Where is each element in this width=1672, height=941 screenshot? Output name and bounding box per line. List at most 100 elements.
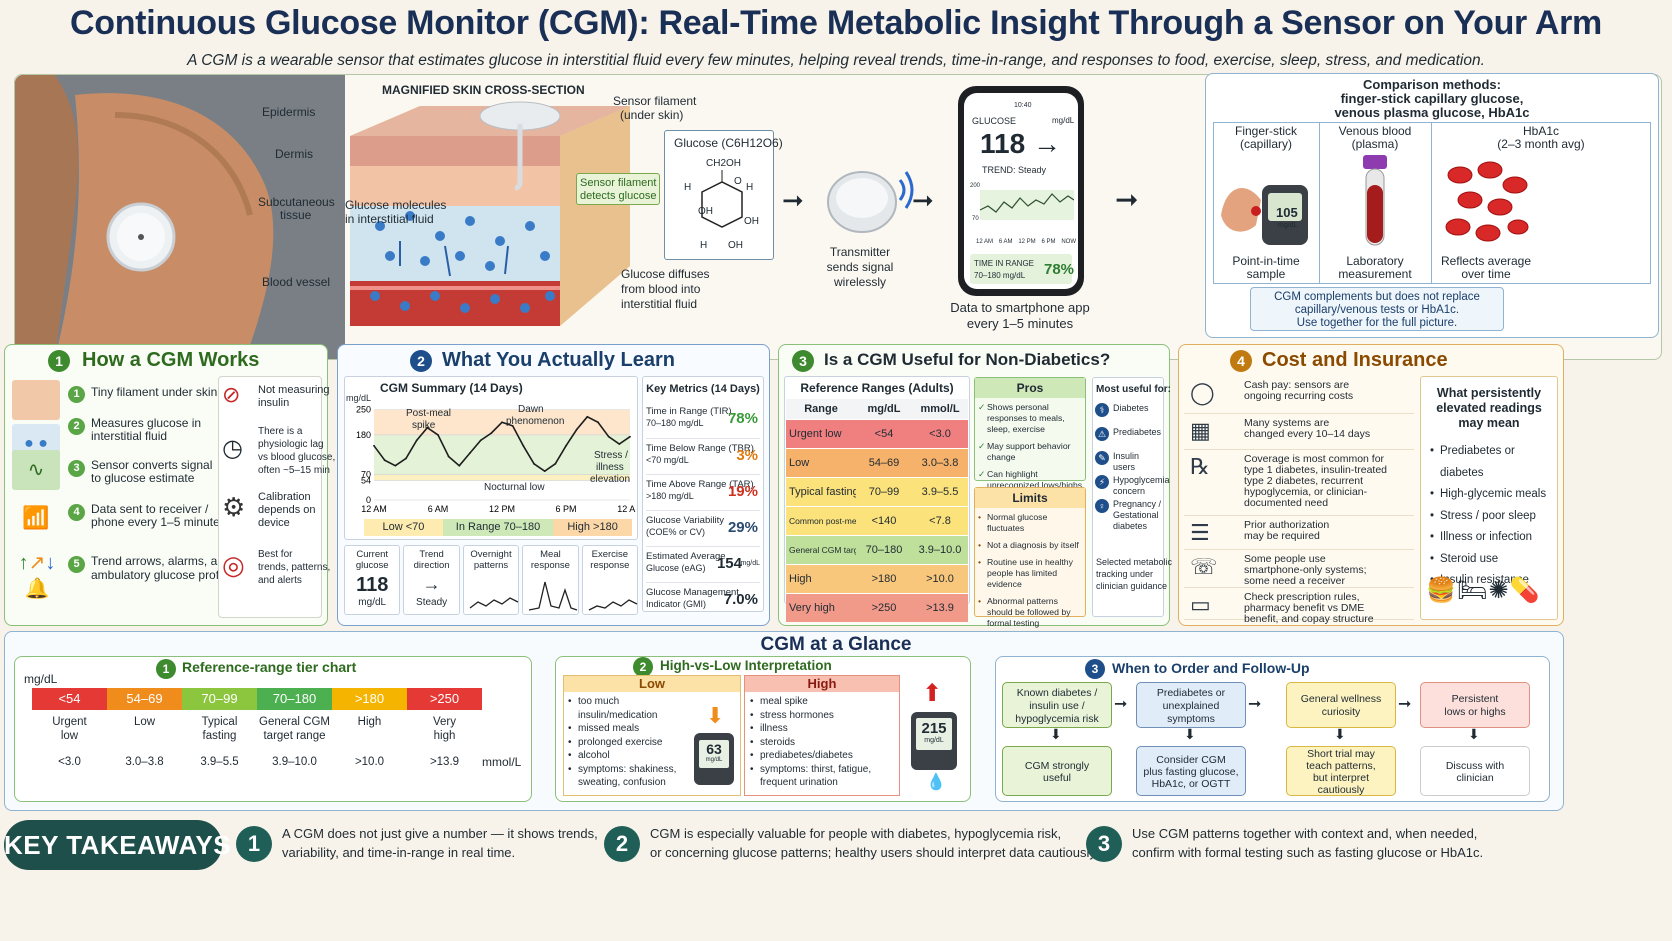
useful-item: ♀ Pregnancy / Gestational diabetes: [1095, 499, 1163, 537]
useful-icon: ✎: [1095, 451, 1109, 465]
ref-mg-cell: >180: [871, 573, 897, 585]
cost-text: Cash pay: sensors are: [1244, 379, 1350, 391]
col-venous-f2: measurement: [1338, 267, 1412, 281]
insight-tile: Current glucose 118 mg/dL: [344, 545, 401, 615]
flow-bottom-box: Short trial may teach patterns, but interp…: [1286, 746, 1396, 796]
col-hba1c-f1: Reflects average: [1440, 254, 1532, 268]
elevated-item: Insulin resistance: [1430, 570, 1556, 592]
glance-title: CGM at a Glance: [760, 634, 912, 655]
page-subtitle: A CGM is a wearable sensor that estimate…: [187, 52, 1485, 69]
label-sensor-filament: Sensor filament: [613, 94, 697, 108]
molecule-ch2oh: CH2OH: [706, 158, 742, 169]
list-text: Shows personal responses to meals, sleep…: [987, 402, 1065, 434]
list-bullet: ✓: [978, 441, 986, 451]
data-point: [383, 459, 386, 462]
cost-icon: ☏: [1190, 554, 1218, 579]
metric-label: Glucose Variability: [646, 515, 724, 526]
high-item: meal spike: [750, 695, 898, 709]
gear-icon: ⚙: [222, 492, 246, 522]
tile-trace: [529, 581, 578, 611]
x-tick-label: 6 AM: [428, 504, 449, 514]
arrow-down-icon: ⬇: [1468, 726, 1480, 742]
arrow-right-icon: ➞: [1398, 696, 1412, 713]
col-hba1c-f2: over time: [1461, 267, 1511, 281]
phone-y-200: 200: [970, 183, 981, 189]
metric-value: 7.0%: [723, 591, 758, 608]
metric-sublabel: Indicator (GMI): [646, 599, 707, 609]
high-item: stress hormones: [750, 709, 898, 723]
follow-up-flow: Known diabetes / insulin use / hypoglycemi…: [1002, 682, 1542, 796]
metric-row: Glucose Variability (COE% or CV) 29%: [646, 510, 760, 546]
metric-label: Glucose Management: [646, 587, 739, 598]
useful-item: ⚡ Hypoglycemia concern: [1095, 475, 1170, 499]
flow-bottom-text: plus fasting glucose,: [1143, 766, 1239, 778]
tier-name: General CGM: [259, 716, 330, 728]
data-point: [458, 464, 461, 467]
list-item: • Normal glucose fluctuates: [978, 512, 1084, 534]
list-item: ✓ Shows personal responses to meals, slee…: [978, 402, 1084, 435]
phone-glucose-label: GLUCOSE: [972, 116, 1017, 126]
phone-caption-2: every 1–5 minutes: [966, 316, 1074, 331]
useful-icon: ♀: [1095, 499, 1109, 513]
list-bullet: •: [978, 557, 982, 567]
arrow-right-icon: ➞: [1248, 696, 1262, 713]
tile-heading: direction: [413, 560, 450, 571]
flow-top-text: symptoms: [1167, 712, 1215, 725]
ann-illness: illness: [596, 462, 624, 473]
high-meter-value: 215: [921, 720, 947, 737]
tier-mmol: >10.0: [354, 756, 385, 768]
ann-dawn: Dawn: [518, 404, 544, 415]
tile-value: →: [422, 574, 441, 594]
useful-note-1: Selected metabolic: [1096, 557, 1173, 567]
comparison-note: [1250, 287, 1504, 331]
useful-text: Pregnancy / Gestational diabetes: [1113, 499, 1162, 531]
useful-list: ⚕ Diabetes ⚠ Prediabetes ✎ Insulin users ⚡ Hypo…: [1095, 403, 1170, 537]
callout-line2: detects glucose: [580, 190, 657, 202]
low-meter-value: 63: [706, 741, 722, 757]
caveat-4-l2: trends, patterns,: [258, 562, 331, 573]
ann-spike: spike: [412, 420, 436, 431]
useful-for-box: [1092, 377, 1164, 617]
cost-icon: ℞: [1190, 454, 1210, 479]
limits-box: [974, 487, 1086, 617]
list-text: May support behavior change: [987, 441, 1071, 462]
elevated-title-1: What persistently: [1436, 386, 1542, 400]
tier-name: high: [433, 730, 456, 742]
metric-label: Estimated Average: [646, 551, 726, 562]
tier-bar: 70–180: [257, 688, 332, 710]
meter-unit: mg/dL: [1278, 222, 1298, 229]
tier-mmol: <3.0: [58, 756, 81, 768]
step-1-text: Tiny filament under skin: [91, 385, 218, 399]
flow-bottom-box: Consider CGM plus fasting glucose, HbA1c, …: [1136, 746, 1246, 796]
ann-phenomenon: phenomenon: [506, 416, 565, 427]
transmitter-label-3: wirelessly: [833, 275, 886, 289]
target-icon: ◎: [222, 550, 245, 580]
useful-item: ✎ Insulin users: [1095, 451, 1163, 475]
high-item: steroids: [750, 736, 898, 750]
high-title: High: [745, 676, 899, 692]
ann-post-meal: Post-meal: [406, 408, 452, 419]
step-4-row: 4: [68, 502, 85, 521]
ref-mg-cell: <140: [871, 515, 897, 527]
cost-item: ◯ Cash pay: sensors are ongoing recurring …: [1184, 376, 1414, 414]
elevated-item: Steroid use: [1430, 549, 1556, 571]
list-bullet: •: [978, 596, 982, 606]
metric-row: Time in Range (TIR) 70–180 mg/dL 78%: [646, 402, 760, 438]
elevated-list: Prediabetes or diabetesHigh-glycemic mea…: [1430, 441, 1556, 592]
flow-bottom-text: cautiously: [1317, 784, 1365, 796]
flow-top-text: insulin use /: [1029, 699, 1085, 712]
caveats-column: [218, 376, 322, 618]
no-insulin-icon: ⊘: [222, 382, 241, 407]
ref-mg-cell: <54: [874, 428, 894, 440]
elevated-item: Prediabetes or diabetes: [1430, 441, 1556, 484]
phone-x-ticks: 12 AM 6 AM 12 PM 6 PM NOW: [976, 236, 1076, 248]
tile-sub: Steady: [416, 597, 448, 608]
ref-mg-cell: 70–180: [865, 544, 903, 556]
step-4-text-1: Data sent to receiver /: [91, 502, 209, 516]
flow-top-text: curiosity: [1321, 706, 1361, 718]
glucose-ring-diagram: [701, 170, 743, 228]
takeaway-text: Use CGM patterns together with context a…: [1132, 826, 1478, 841]
tile-heading: response: [590, 560, 630, 571]
caveat-2-l3: vs blood glucose,: [258, 452, 336, 463]
data-point: [447, 455, 450, 458]
